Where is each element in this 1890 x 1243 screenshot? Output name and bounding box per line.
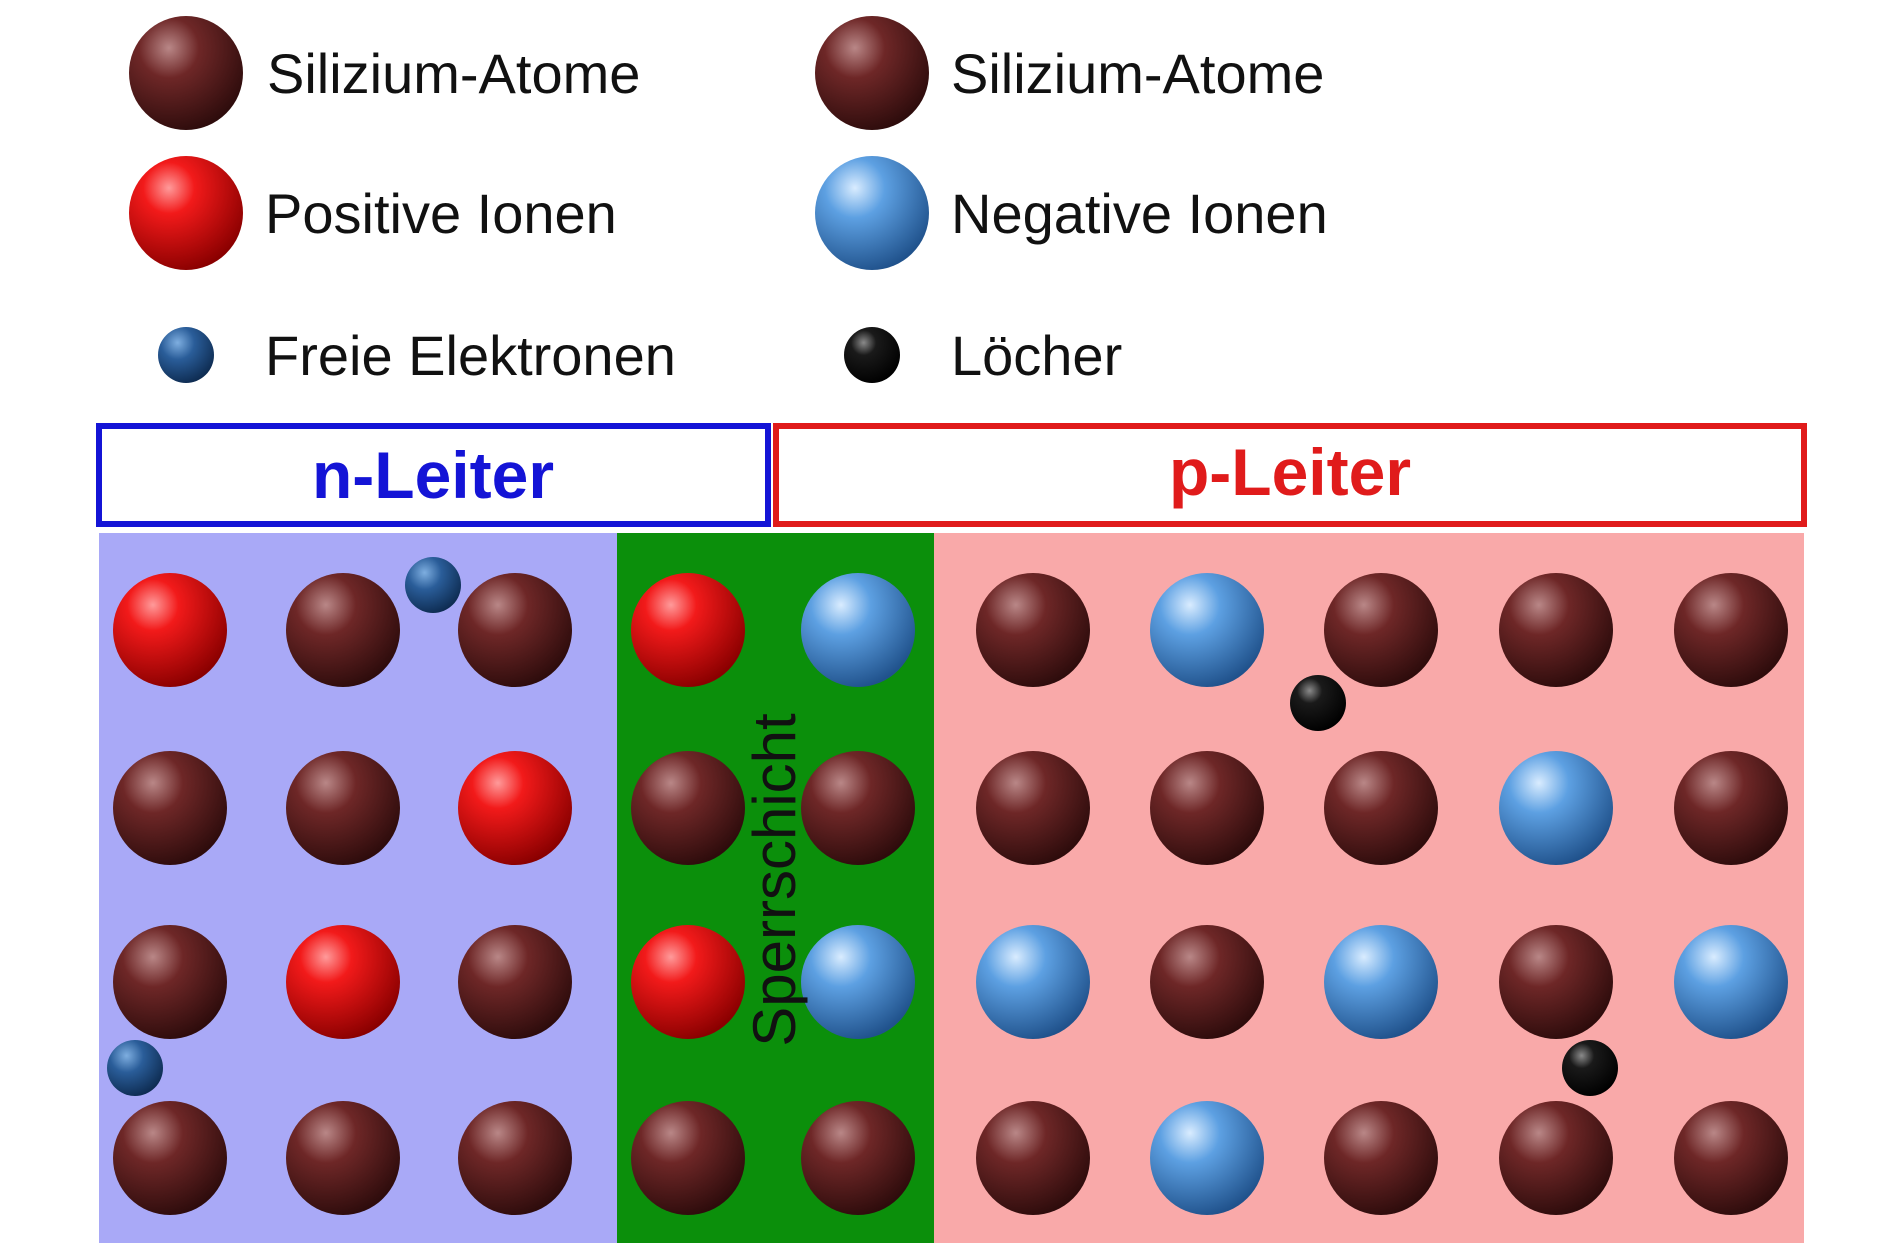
silicon-atom xyxy=(801,1101,915,1215)
silicon-atom xyxy=(1674,751,1788,865)
n-leiter-header-box xyxy=(96,423,771,527)
negative-ion xyxy=(976,925,1090,1039)
silicon-atom xyxy=(286,573,400,687)
negative-ion xyxy=(1674,925,1788,1039)
region-headers: n-Leiter p-Leiter xyxy=(96,423,1807,527)
positive-ion xyxy=(286,925,400,1039)
legend-silicon-label-left: Silizium-Atome xyxy=(267,42,640,105)
silicon-atom xyxy=(976,573,1090,687)
legend-hole-label: Löcher xyxy=(951,324,1122,387)
free-electron xyxy=(107,1040,163,1096)
negative-ion xyxy=(1150,1101,1264,1215)
silicon-atom xyxy=(1150,925,1264,1039)
hole xyxy=(1290,675,1346,731)
positive-ion xyxy=(631,925,745,1039)
negative-ion xyxy=(1499,751,1613,865)
legend-free-electron-label: Freie Elektronen xyxy=(265,324,676,387)
silicon-atom xyxy=(1499,925,1613,1039)
silicon-atom xyxy=(801,751,915,865)
legend-negative-ion-label: Negative Ionen xyxy=(951,182,1328,245)
silicon-atom xyxy=(286,751,400,865)
silicon-atom xyxy=(113,751,227,865)
p-leiter-header-box xyxy=(773,423,1807,527)
silicon-atom xyxy=(976,751,1090,865)
silicon-atom xyxy=(631,751,745,865)
lattice xyxy=(107,557,1788,1215)
negative-ion xyxy=(1150,573,1264,687)
positive-ion xyxy=(458,751,572,865)
legend-silicon-label-right: Silizium-Atome xyxy=(951,42,1324,105)
depletion-zone-label: Sperrschicht xyxy=(741,713,808,1047)
negative-ion xyxy=(801,925,915,1039)
n-leiter-header-label: n-Leiter xyxy=(312,438,554,512)
silicon-atom xyxy=(1324,751,1438,865)
free-electron xyxy=(405,557,461,613)
silicon-atom xyxy=(1324,1101,1438,1215)
silicon-atom xyxy=(458,925,572,1039)
legend: Silizium-Atome Silizium-Atome Positive I… xyxy=(129,16,1328,387)
silicon-atom xyxy=(631,1101,745,1215)
silicon-atom xyxy=(1499,1101,1613,1215)
p-leiter-header-label: p-Leiter xyxy=(1169,435,1411,509)
negative-ion xyxy=(1324,925,1438,1039)
silicon-atom xyxy=(976,1101,1090,1215)
legend-positive-ion-swatch xyxy=(129,156,243,270)
silicon-atom xyxy=(458,573,572,687)
legend-positive-ion-label: Positive Ionen xyxy=(265,182,617,245)
silicon-atom xyxy=(286,1101,400,1215)
positive-ion xyxy=(631,573,745,687)
silicon-atom xyxy=(1150,751,1264,865)
legend-negative-ion-swatch xyxy=(815,156,929,270)
silicon-atom xyxy=(458,1101,572,1215)
silicon-atom xyxy=(113,925,227,1039)
hole xyxy=(1562,1040,1618,1096)
positive-ion xyxy=(113,573,227,687)
legend-hole-swatch xyxy=(844,327,900,383)
legend-free-electron-swatch xyxy=(158,327,214,383)
silicon-atom xyxy=(1499,573,1613,687)
silicon-atom xyxy=(1674,573,1788,687)
silicon-atom xyxy=(113,1101,227,1215)
silicon-atom xyxy=(1324,573,1438,687)
legend-silicon-swatch-left xyxy=(129,16,243,130)
silicon-atom xyxy=(1674,1101,1788,1215)
legend-silicon-swatch-right xyxy=(815,16,929,130)
negative-ion xyxy=(801,573,915,687)
